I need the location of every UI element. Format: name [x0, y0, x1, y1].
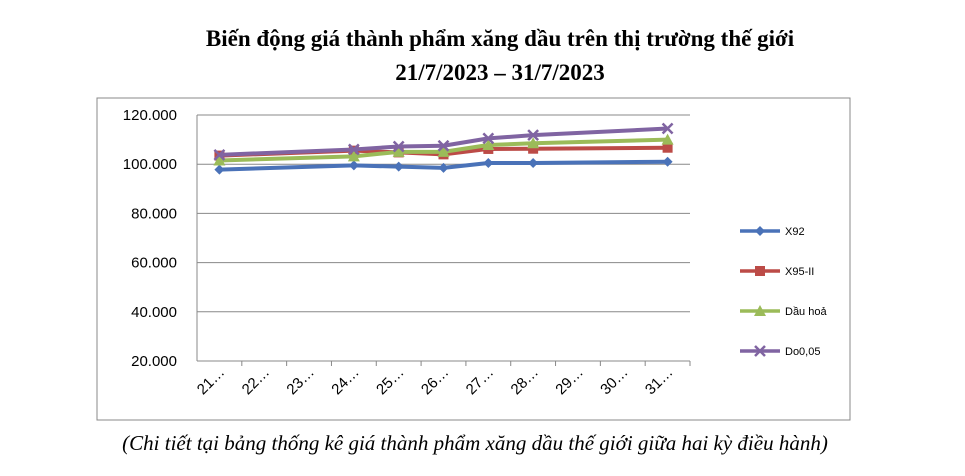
data-point [662, 156, 673, 167]
data-point [483, 157, 494, 168]
data-point [347, 150, 360, 162]
data-point [527, 137, 540, 149]
x-tick-label: 30… [597, 364, 631, 398]
data-point [347, 143, 360, 156]
y-tick-label: 60.000 [131, 255, 177, 272]
legend-marker [754, 305, 766, 316]
y-tick-label: 120.000 [123, 107, 177, 124]
x-tick-label: 27… [463, 364, 497, 398]
x-tick-label: 29… [552, 364, 586, 398]
series-segment [398, 164, 444, 170]
chart-frame [96, 97, 851, 421]
data-point [662, 142, 673, 153]
legend-label: X92 [785, 226, 805, 238]
y-tick-label: 100.000 [123, 156, 177, 173]
series-segment [353, 149, 399, 159]
x-tick-label: 26… [418, 364, 452, 398]
series-segment [533, 145, 668, 151]
series-segment [533, 137, 668, 146]
series-segment [488, 133, 534, 141]
y-tick-label: 80.000 [131, 205, 177, 222]
data-point [527, 129, 540, 142]
series-segment [353, 144, 399, 152]
series-segment [443, 146, 489, 157]
series-segment [398, 143, 444, 149]
chart-subtitle: 21/7/2023 – 31/7/2023 [395, 60, 605, 85]
series-segment [219, 163, 354, 172]
data-point [213, 148, 226, 161]
data-point [528, 143, 539, 154]
series-segment [443, 136, 489, 148]
series-segment [443, 143, 489, 154]
data-point [438, 162, 449, 173]
series-segment [219, 154, 354, 163]
x-tick-label: 28… [508, 364, 542, 398]
data-point [661, 133, 674, 145]
y-tick-label: 20.000 [131, 353, 177, 370]
data-point [348, 160, 359, 171]
data-point [392, 140, 405, 153]
x-tick-label: 23… [283, 364, 317, 398]
series-segment [533, 159, 668, 165]
data-point [528, 157, 539, 168]
x-tick-label: 31… [642, 364, 676, 398]
series-segment [219, 147, 354, 157]
data-point [213, 154, 226, 166]
x-tick-label: 22… [239, 364, 273, 398]
series-segment [488, 141, 534, 148]
legend-label: Dầu hoả [785, 306, 827, 318]
data-point [482, 139, 495, 151]
legend-label: Do0,05 [785, 346, 820, 358]
data-point [214, 164, 225, 175]
legend-marker [755, 266, 765, 276]
data-point [392, 145, 405, 157]
data-point [437, 139, 450, 152]
legend-marker [754, 345, 766, 357]
x-tick-label: 21… [194, 364, 228, 398]
data-point [393, 161, 404, 172]
chart-title: Biến động giá thành phẩm xăng dầu trên t… [206, 26, 795, 51]
y-tick-label: 40.000 [131, 304, 177, 321]
series-segment [353, 163, 399, 169]
x-tick-label: 25… [373, 364, 407, 398]
caption: (Chi tiết tại bảng thống kê giá thành ph… [122, 431, 828, 455]
legend-label: X95-II [785, 266, 814, 278]
legend-marker [755, 226, 765, 236]
x-tick-label: 24… [328, 364, 362, 398]
series-segment [443, 160, 489, 170]
series-segment [533, 126, 668, 138]
data-point [437, 145, 450, 157]
data-point [661, 122, 674, 135]
data-point [482, 132, 495, 145]
